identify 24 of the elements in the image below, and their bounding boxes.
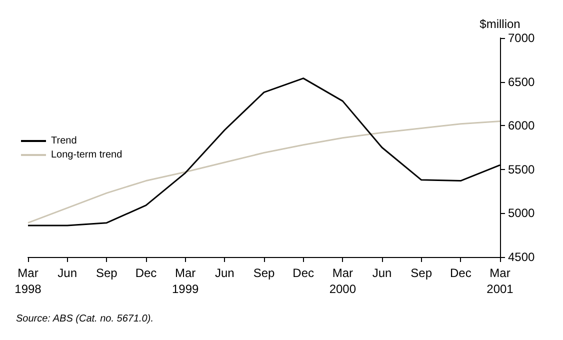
x-tick-label: Jun [214,266,234,280]
line-series [27,120,501,224]
legend-label: Long-term trend [51,150,122,160]
y-tick-label: 4500 [508,250,536,264]
y-tick-label: 5500 [508,162,536,176]
legend-label: Trend [51,136,77,146]
x-tick-label: Mar 2001 [486,266,514,296]
x-tick-label: Jun [372,266,392,280]
x-tick-label: Sep [96,266,118,280]
x-tick-label: Dec [450,266,472,280]
x-tick-label: Mar 2000 [329,266,356,296]
y-tick-label: 5000 [508,206,536,220]
y-tick-label: 6500 [508,74,536,89]
x-tick-label: Mar 1999 [172,266,200,296]
y-axis-title: $million [480,17,520,31]
x-tick-label: Sep [253,266,275,280]
y-tick-label: 7000 [508,31,536,45]
x-tick-label: Jun [58,266,78,280]
source-note: Source: ABS (Cat. no. 5671.0). [16,314,154,324]
y-tick-label: 6000 [508,118,536,133]
x-tick-label: Dec [135,266,157,280]
x-tick-label: Dec [292,266,314,280]
x-tick-label: Mar 1998 [14,266,42,296]
x-tick-label: Sep [410,266,432,280]
